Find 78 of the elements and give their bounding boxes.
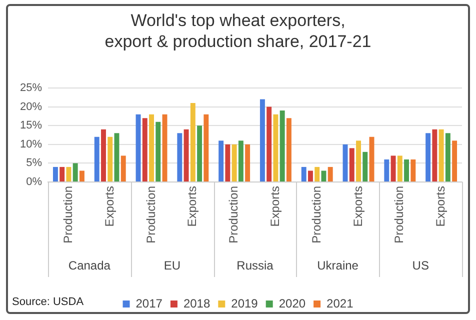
x-tick-label: Production	[392, 186, 406, 244]
x-tick-label: Exports	[102, 186, 116, 227]
bar	[321, 170, 326, 182]
legend-label: 2021	[326, 296, 354, 310]
bar	[362, 152, 368, 182]
x-tick-label: Exports	[185, 186, 200, 227]
y-tick-label: 25%	[20, 82, 42, 94]
bar	[432, 129, 438, 182]
bar	[94, 136, 100, 182]
bar	[438, 129, 444, 182]
y-tick-label: 5%	[26, 157, 42, 170]
bar	[397, 156, 402, 182]
bar	[390, 156, 396, 182]
bar	[286, 118, 292, 182]
bar	[369, 136, 374, 182]
source-note: Source: USDA	[12, 296, 84, 308]
bar	[101, 129, 106, 182]
bar	[225, 144, 230, 182]
bar	[384, 159, 390, 182]
bar	[120, 156, 126, 182]
bar	[273, 114, 278, 182]
bar	[280, 110, 285, 182]
bar	[52, 166, 58, 182]
bar	[301, 166, 306, 182]
bar	[190, 103, 196, 182]
bar	[426, 133, 431, 182]
bar	[108, 136, 113, 182]
bar	[245, 144, 250, 182]
bar	[142, 118, 148, 182]
x-tick-label: Production	[309, 186, 324, 244]
legend-label: 2020	[278, 296, 306, 310]
x-tick-label: Exports	[350, 186, 365, 227]
bar	[79, 170, 84, 182]
bar	[232, 144, 237, 182]
bar	[66, 166, 72, 182]
text: EU	[164, 258, 181, 272]
legend-label: 2019	[231, 296, 258, 310]
bar	[328, 166, 333, 182]
text: Ukraine	[317, 258, 359, 272]
x-tick-label: Exports	[434, 186, 448, 227]
bar	[149, 114, 154, 182]
y-tick-label: 0%	[26, 176, 42, 188]
bar	[197, 126, 202, 182]
text: US	[412, 258, 429, 272]
bar	[60, 166, 65, 182]
legend-label: 2017	[136, 296, 163, 310]
x-tick-label: Production	[144, 186, 158, 244]
chart-title: World's top wheat exporters, export & production share, 2017-21	[104, 10, 372, 52]
bar	[342, 144, 348, 182]
bar	[410, 159, 416, 182]
text: Russia	[236, 258, 274, 272]
bar	[356, 140, 361, 182]
x-tick-label: Exports	[268, 186, 282, 227]
y-tick-label: 20%	[20, 100, 42, 113]
bar	[349, 148, 354, 182]
bar	[314, 166, 320, 182]
bar	[72, 163, 78, 182]
bar	[445, 133, 450, 182]
bar	[156, 122, 161, 182]
y-tick-label: 15%	[20, 120, 42, 132]
bar	[177, 133, 182, 182]
bar	[266, 106, 272, 182]
bar	[136, 114, 141, 182]
bar	[260, 99, 265, 182]
bar	[184, 129, 189, 182]
bar	[162, 114, 168, 182]
bar	[308, 170, 313, 182]
bar	[452, 140, 458, 182]
legend-label: 2018	[183, 296, 210, 310]
bar	[204, 114, 209, 182]
x-tick-label: Production	[61, 186, 76, 244]
y-tick-label: 10%	[20, 138, 42, 150]
bar	[238, 140, 244, 182]
bar	[218, 140, 224, 182]
bar	[114, 133, 120, 182]
text: Canada	[68, 258, 111, 272]
bar	[404, 159, 410, 182]
x-tick-label: Production	[226, 186, 241, 244]
